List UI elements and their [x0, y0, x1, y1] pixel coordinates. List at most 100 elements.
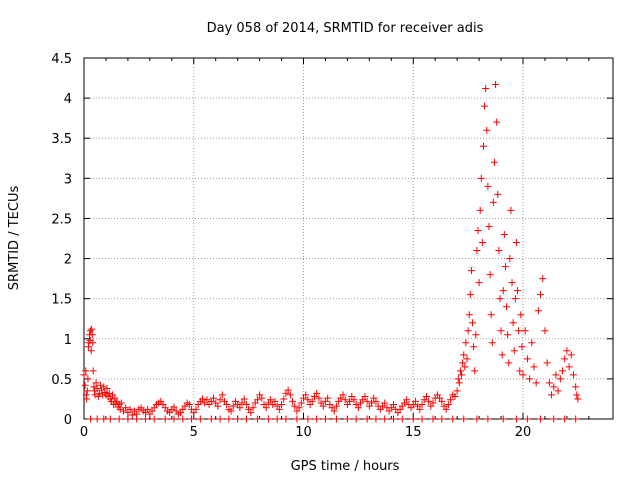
- data-point-zero: [234, 415, 242, 423]
- data-point: [482, 84, 490, 92]
- data-point: [330, 407, 338, 415]
- data-point: [262, 404, 270, 412]
- data-point: [509, 319, 517, 327]
- data-point-zero: [273, 415, 281, 423]
- data-point: [278, 401, 286, 409]
- data-point-zero: [150, 415, 158, 423]
- data-point: [87, 327, 95, 335]
- data-point: [512, 239, 520, 247]
- data-point-zero: [332, 415, 340, 423]
- data-point: [372, 397, 380, 405]
- data-point: [100, 383, 108, 391]
- data-point: [573, 391, 581, 399]
- data-point: [481, 102, 489, 110]
- data-point-zero: [188, 415, 196, 423]
- data-point-zero: [321, 415, 329, 423]
- data-point-zero: [572, 415, 580, 423]
- data-point-zero: [179, 415, 187, 423]
- data-point-zero: [352, 415, 360, 423]
- data-point-zero: [264, 415, 272, 423]
- data-point-zero: [216, 415, 224, 423]
- data-point: [126, 405, 134, 413]
- data-point: [453, 387, 461, 395]
- x-tick-label: 0: [80, 425, 88, 440]
- data-point: [504, 331, 512, 339]
- data-point: [289, 397, 297, 405]
- data-point: [454, 375, 462, 383]
- data-point: [363, 397, 371, 405]
- data-point: [411, 397, 419, 405]
- data-point-zero: [429, 415, 437, 423]
- data-point: [199, 395, 207, 403]
- data-point-zero: [100, 415, 108, 423]
- data-point: [442, 405, 450, 413]
- data-point-zero: [561, 415, 569, 423]
- data-point: [493, 118, 501, 126]
- data-point: [494, 190, 502, 198]
- data-point: [83, 387, 91, 395]
- data-point: [541, 327, 549, 335]
- data-point: [247, 409, 255, 417]
- data-point: [462, 339, 470, 347]
- data-point: [561, 355, 569, 363]
- data-point: [103, 385, 111, 393]
- data-point-zero: [106, 415, 114, 423]
- data-point: [508, 279, 516, 287]
- data-point-zero: [282, 415, 290, 423]
- data-point-zero: [253, 415, 261, 423]
- x-axis-label: GPS time / hours: [291, 459, 400, 474]
- data-point: [518, 343, 526, 351]
- data-point-zero: [124, 415, 132, 423]
- axis-tick-labels: 0 5 10 15 20 0 0.5 1 1.5 2 2.5 3 3.5 4 4.5: [51, 52, 531, 440]
- data-point: [467, 267, 475, 275]
- data-point: [537, 291, 545, 299]
- data-point: [90, 383, 98, 391]
- data-point: [128, 411, 136, 419]
- data-point: [485, 222, 493, 230]
- data-point: [523, 355, 531, 363]
- data-point: [91, 391, 99, 399]
- data-point-zero: [512, 415, 520, 423]
- data-point: [519, 371, 527, 379]
- data-point: [122, 404, 130, 412]
- data-point: [565, 363, 573, 371]
- data-point: [497, 327, 505, 335]
- data-point: [117, 399, 125, 407]
- data-point-zero: [438, 415, 446, 423]
- data-point: [505, 359, 513, 367]
- data-point-zero: [523, 415, 531, 423]
- data-point: [389, 401, 397, 409]
- data-point: [89, 367, 97, 375]
- data-point: [506, 255, 514, 263]
- data-point-zero: [409, 415, 417, 423]
- data-point: [240, 395, 248, 403]
- data-point: [515, 327, 523, 335]
- data-point-zero: [381, 415, 389, 423]
- data-point: [116, 405, 124, 413]
- data-point: [465, 311, 473, 319]
- data-point: [218, 391, 226, 399]
- data-point-zero: [141, 415, 149, 423]
- data-point: [341, 396, 349, 404]
- data-point-zero: [93, 415, 101, 423]
- data-point: [543, 359, 551, 367]
- data-point: [501, 263, 509, 271]
- data-point: [470, 343, 478, 351]
- data-point: [563, 347, 571, 355]
- data-point: [87, 347, 95, 355]
- data-points: [80, 80, 582, 423]
- data-point: [554, 387, 562, 395]
- data-point: [96, 381, 104, 389]
- data-point: [354, 404, 362, 412]
- data-point: [286, 391, 294, 399]
- data-point: [517, 311, 525, 319]
- data-point: [569, 371, 577, 379]
- data-point-zero: [313, 415, 321, 423]
- data-point: [403, 396, 411, 404]
- data-point: [284, 386, 292, 394]
- data-point-zero: [473, 415, 481, 423]
- data-point: [484, 182, 492, 190]
- data-point: [528, 339, 536, 347]
- data-point: [88, 325, 96, 333]
- data-point: [447, 396, 455, 404]
